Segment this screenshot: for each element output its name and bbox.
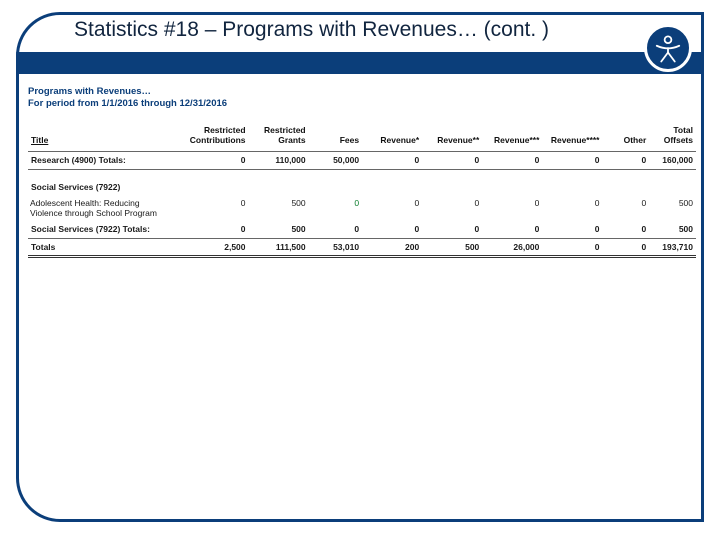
cell-value: 0 (309, 195, 362, 221)
col-total-offsets: Total Offsets (649, 123, 696, 152)
cell-value: 500 (649, 195, 696, 221)
cell-value: 160,000 (649, 152, 696, 170)
revenue-table: Title Restricted Contributions Restricte… (28, 123, 696, 258)
cell-value: 0 (175, 221, 248, 239)
cell-value: 0 (603, 152, 650, 170)
cell-value: 26,000 (482, 238, 542, 256)
col-revenue1: Revenue* (362, 123, 422, 152)
cell-value: 0 (422, 221, 482, 239)
cell-label: Research (4900) Totals: (28, 152, 175, 170)
row-adolescent-health: Adolescent Health: Reducing Violence thr… (28, 195, 696, 221)
cell-value: 0 (362, 152, 422, 170)
cell-value: 0 (482, 152, 542, 170)
cell-value: 0 (362, 221, 422, 239)
col-other: Other (603, 123, 650, 152)
cell-label: Totals (28, 238, 175, 256)
cell-value: 111,500 (249, 238, 309, 256)
cell-value: 193,710 (649, 238, 696, 256)
cell-value: 50,000 (309, 152, 362, 170)
row-social-services-head: Social Services (7922) (28, 174, 696, 195)
cell-value: 0 (603, 195, 650, 221)
cell-value: 500 (249, 221, 309, 239)
row-social-services-totals: Social Services (7922) Totals: 0 500 0 0… (28, 221, 696, 239)
table-header-row: Title Restricted Contributions Restricte… (28, 123, 696, 152)
cell-value: 0 (175, 152, 248, 170)
col-revenue4: Revenue**** (542, 123, 602, 152)
col-fees: Fees (309, 123, 362, 152)
col-restricted-grants: Restricted Grants (249, 123, 309, 152)
cell-value: 0 (422, 195, 482, 221)
cell-value: 500 (422, 238, 482, 256)
cell-value: 0 (362, 195, 422, 221)
cell-value: 500 (249, 195, 309, 221)
report-content: Programs with Revenues… For period from … (28, 86, 696, 258)
cell-value: 0 (542, 152, 602, 170)
report-period: For period from 1/1/2016 through 12/31/2… (28, 98, 696, 109)
row-research-totals: Research (4900) Totals: 0 110,000 50,000… (28, 152, 696, 170)
cell-label: Social Services (7922) (28, 174, 175, 195)
col-restricted-contrib: Restricted Contributions (175, 123, 248, 152)
cell-value: 0 (482, 195, 542, 221)
cell-value: 0 (482, 221, 542, 239)
cell-value: 0 (309, 221, 362, 239)
cell-value: 0 (175, 195, 248, 221)
cell-value: 2,500 (175, 238, 248, 256)
cell-value: 0 (603, 238, 650, 256)
cell-value: 0 (542, 195, 602, 221)
cell-value: 0 (603, 221, 650, 239)
col-title: Title (28, 123, 175, 152)
cell-value: 110,000 (249, 152, 309, 170)
cell-value: 200 (362, 238, 422, 256)
cell-value: 500 (649, 221, 696, 239)
cell-value: 0 (542, 238, 602, 256)
cell-value: 0 (542, 221, 602, 239)
cell-value: 0 (422, 152, 482, 170)
col-revenue2: Revenue** (422, 123, 482, 152)
row-grand-totals: Totals 2,500 111,500 53,010 200 500 26,0… (28, 238, 696, 256)
cell-value: 53,010 (309, 238, 362, 256)
col-revenue3: Revenue*** (482, 123, 542, 152)
cell-label: Social Services (7922) Totals: (28, 221, 175, 239)
report-heading: Programs with Revenues… (28, 86, 696, 97)
cell-label: Adolescent Health: Reducing Violence thr… (28, 195, 175, 221)
